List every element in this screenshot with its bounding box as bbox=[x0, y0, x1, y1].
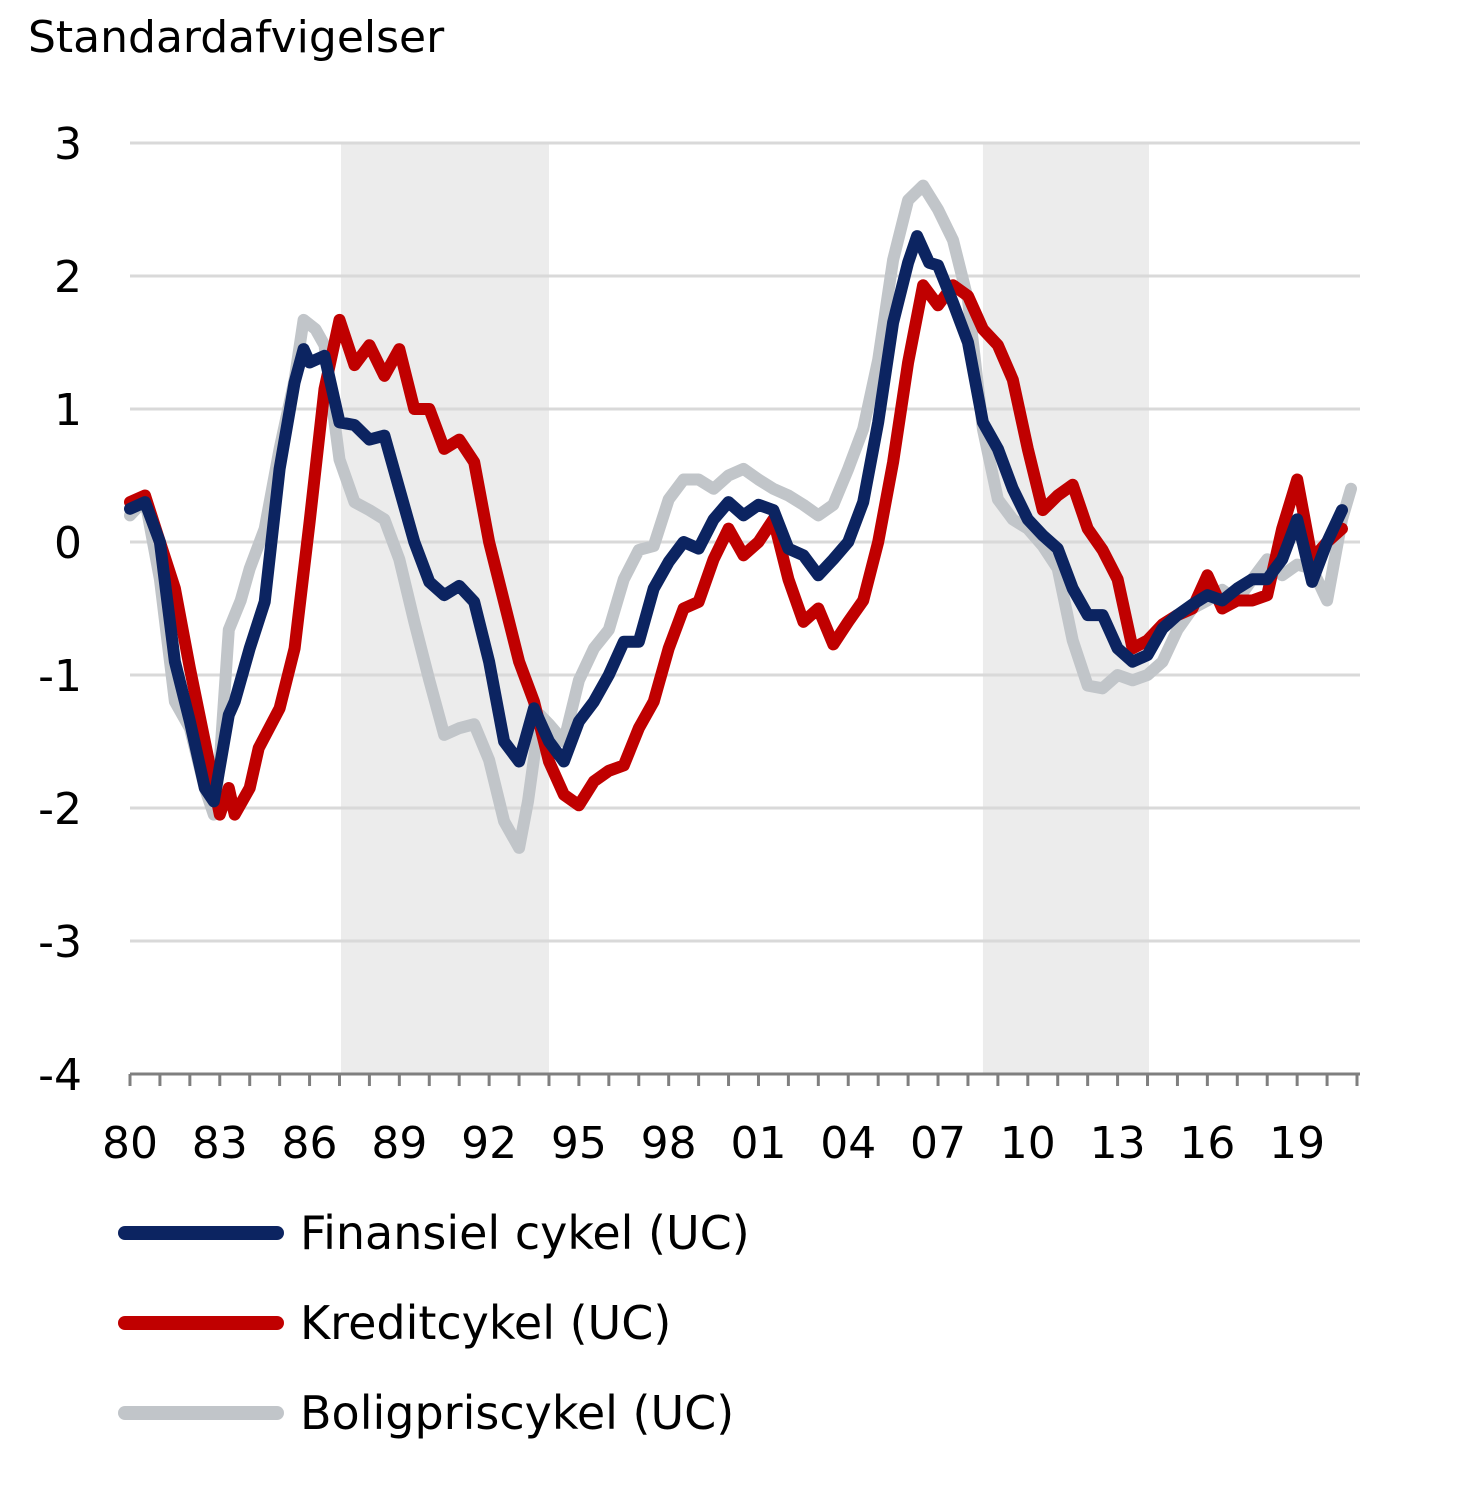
series-line-0 bbox=[124, 230, 1348, 808]
x-tick-label: 89 bbox=[371, 1118, 427, 1169]
legend-item-boligpris: Boligpriscykel (UC) bbox=[118, 1368, 750, 1458]
legend-swatch bbox=[118, 1406, 284, 1420]
y-tick-label: -3 bbox=[38, 917, 82, 968]
x-tick-label: 98 bbox=[641, 1118, 697, 1169]
legend-swatch bbox=[118, 1226, 284, 1240]
x-tick-label: 01 bbox=[730, 1118, 786, 1169]
x-tick-label: 13 bbox=[1090, 1118, 1146, 1169]
x-tick-label: 10 bbox=[1000, 1118, 1056, 1169]
legend: Finansiel cykel (UC) Kreditcykel (UC) Bo… bbox=[118, 1188, 750, 1458]
y-axis-label: Standardafvigelser bbox=[28, 12, 445, 63]
y-tick-label: -2 bbox=[38, 784, 82, 835]
y-tick-label: 3 bbox=[54, 119, 82, 170]
x-tick-label: 92 bbox=[461, 1118, 517, 1169]
x-tick-label: 95 bbox=[551, 1118, 607, 1169]
series-line-2 bbox=[124, 179, 1357, 854]
x-tick-label: 04 bbox=[820, 1118, 876, 1169]
legend-item-kredit: Kreditcykel (UC) bbox=[118, 1278, 750, 1368]
x-tick-label: 19 bbox=[1269, 1118, 1325, 1169]
legend-item-finansiel: Finansiel cykel (UC) bbox=[118, 1188, 750, 1278]
legend-swatch bbox=[118, 1316, 284, 1330]
y-tick-label: -4 bbox=[38, 1050, 82, 1101]
x-tick-label: 16 bbox=[1179, 1118, 1235, 1169]
shaded-period bbox=[340, 143, 549, 1074]
x-tick-label: 86 bbox=[282, 1118, 338, 1169]
y-tick-label: 0 bbox=[54, 518, 82, 569]
legend-label: Finansiel cykel (UC) bbox=[300, 1206, 750, 1260]
series-line-1 bbox=[124, 279, 1348, 821]
legend-label: Kreditcykel (UC) bbox=[300, 1296, 672, 1350]
x-tick-label: 80 bbox=[102, 1118, 158, 1169]
legend-label: Boligpriscykel (UC) bbox=[300, 1386, 735, 1440]
y-tick-label: -1 bbox=[38, 651, 82, 702]
y-tick-label: 1 bbox=[54, 385, 82, 436]
x-tick-label: 07 bbox=[910, 1118, 966, 1169]
y-tick-label: 2 bbox=[54, 252, 82, 303]
x-tick-label: 83 bbox=[192, 1118, 248, 1169]
